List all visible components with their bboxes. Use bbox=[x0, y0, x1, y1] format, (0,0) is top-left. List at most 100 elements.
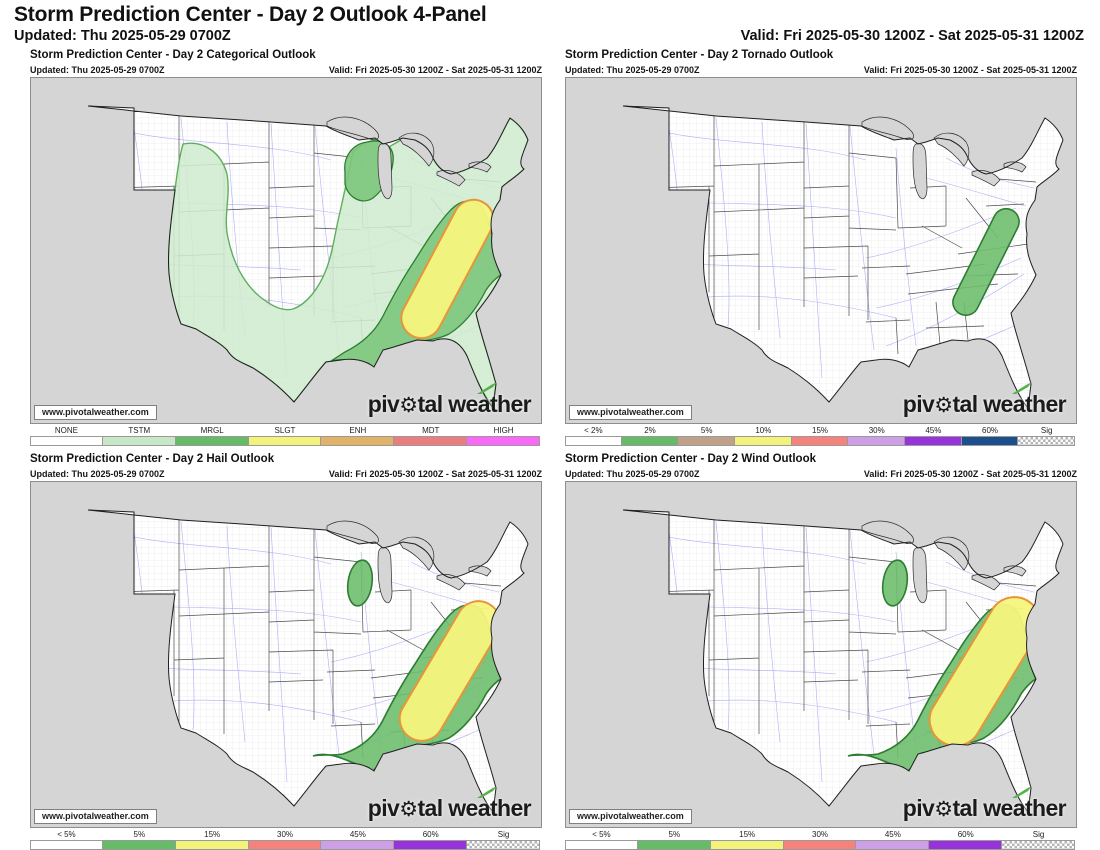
legend-label: 10% bbox=[755, 425, 772, 435]
legend-swatch bbox=[320, 839, 395, 850]
legend-label: 60% bbox=[422, 829, 439, 839]
logo-text: piv bbox=[367, 390, 400, 417]
tornado-2pct-area bbox=[952, 207, 1020, 316]
tornado-map: www.pivotalweather.com piv⚙tal weather bbox=[565, 76, 1077, 424]
wind-map: www.pivotalweather.com piv⚙tal weather bbox=[565, 480, 1077, 828]
legend-segment: NONE bbox=[30, 426, 103, 446]
legend-segment: 30% bbox=[247, 829, 322, 850]
legend-swatch bbox=[904, 435, 962, 446]
legend-label: 2% bbox=[644, 425, 656, 435]
page-valid-text: Valid: Fri 2025-05-30 1200Z - Sat 2025-0… bbox=[740, 28, 1084, 45]
legend-swatch bbox=[636, 839, 711, 850]
legend-segment: < 5% bbox=[30, 830, 103, 850]
legend-segment: 10% bbox=[734, 425, 792, 446]
legend-swatch bbox=[466, 839, 541, 850]
legend-swatch bbox=[101, 839, 176, 850]
logo-text: tal weather bbox=[417, 794, 531, 821]
gear-icon: ⚙ bbox=[934, 393, 953, 417]
legend-swatch bbox=[709, 839, 784, 850]
legend-label: 60% bbox=[957, 829, 974, 839]
panel-title: Storm Prediction Center - Day 2 Tornado … bbox=[565, 49, 834, 62]
panel-valid-text: Valid: Fri 2025-05-30 1200Z - Sat 2025-0… bbox=[328, 468, 542, 479]
panel-wind: Storm Prediction Center - Day 2 Wind Out… bbox=[565, 452, 1077, 850]
legend-swatch bbox=[565, 435, 622, 446]
panel-title: Storm Prediction Center - Day 2 Categori… bbox=[30, 49, 316, 62]
legend-swatch bbox=[620, 435, 679, 446]
legend-segment: 5% bbox=[677, 425, 736, 446]
legend-label: 60% bbox=[982, 425, 999, 435]
legend-label: MRGL bbox=[200, 425, 224, 435]
page-updated-text: Updated: Thu 2025-05-29 0700Z bbox=[14, 28, 231, 45]
pivotal-weather-logo: piv⚙tal weather bbox=[367, 381, 532, 418]
legend-label: 15% bbox=[739, 829, 756, 839]
legend-segment: MRGL bbox=[174, 425, 249, 446]
legend-segment: HIGH bbox=[466, 425, 541, 446]
legend-segment: 30% bbox=[782, 830, 857, 850]
page-title: Storm Prediction Center - Day 2 Outlook … bbox=[14, 3, 487, 26]
legend-swatch bbox=[855, 839, 930, 850]
hail-map: www.pivotalweather.com piv⚙tal weather bbox=[30, 480, 542, 828]
panel-updated-text: Updated: Thu 2025-05-29 0700Z bbox=[565, 64, 700, 75]
logo-text: piv bbox=[367, 794, 400, 821]
legend-segment: SLGT bbox=[247, 425, 322, 446]
legend-label: < 5% bbox=[592, 829, 611, 839]
panel-updated-text: Updated: Thu 2025-05-29 0700Z bbox=[565, 468, 700, 479]
legend-segment: Sig bbox=[466, 830, 541, 850]
panel-valid-text: Valid: Fri 2025-05-30 1200Z - Sat 2025-0… bbox=[863, 468, 1077, 479]
legend-label: 45% bbox=[925, 425, 942, 435]
legend-label: < 2% bbox=[584, 425, 603, 435]
legend-segment: TSTM bbox=[101, 425, 176, 446]
panel-header: Storm Prediction Center - Day 2 Wind Out… bbox=[565, 453, 1077, 479]
legend-label: MDT bbox=[422, 425, 440, 435]
logo-compass-needle-icon bbox=[477, 381, 497, 394]
gear-icon: ⚙ bbox=[399, 393, 418, 417]
legend-segment: 15% bbox=[174, 830, 249, 850]
legend-swatch bbox=[466, 435, 541, 446]
legend-label: SLGT bbox=[274, 425, 296, 435]
watermark-url: www.pivotalweather.com bbox=[34, 404, 157, 420]
panel-valid-text: Valid: Fri 2025-05-30 1200Z - Sat 2025-0… bbox=[328, 64, 542, 75]
page-header: Storm Prediction Center - Day 2 Outlook … bbox=[0, 0, 1100, 44]
legend-segment: < 2% bbox=[565, 426, 622, 446]
watermark-url: www.pivotalweather.com bbox=[569, 404, 692, 420]
legend-swatch bbox=[1017, 435, 1076, 446]
logo-compass-needle-icon bbox=[1012, 785, 1032, 798]
legend-label: 5% bbox=[700, 425, 713, 435]
panel-categorical: Storm Prediction Center - Day 2 Categori… bbox=[30, 48, 542, 446]
legend-segment: < 5% bbox=[565, 830, 638, 850]
legend-label: 5% bbox=[668, 829, 681, 839]
legend-swatch bbox=[174, 435, 249, 446]
legend-label: TSTM bbox=[128, 425, 151, 435]
gear-icon: ⚙ bbox=[934, 797, 953, 821]
legend-segment: 5% bbox=[636, 829, 711, 850]
legend-swatch bbox=[30, 839, 103, 850]
legend-segment: 45% bbox=[904, 425, 962, 446]
legend-label: HIGH bbox=[493, 425, 514, 435]
legend-swatch bbox=[393, 839, 468, 850]
panel-title: Storm Prediction Center - Day 2 Wind Out… bbox=[565, 452, 817, 465]
legend-label: Sig bbox=[1032, 829, 1045, 839]
logo-text: tal weather bbox=[417, 390, 531, 417]
legend-label: 30% bbox=[277, 829, 294, 839]
legend-swatch bbox=[174, 839, 249, 850]
legend-swatch bbox=[247, 839, 322, 850]
wind-5pct-area-wisconsin bbox=[881, 559, 909, 607]
panel-tornado: Storm Prediction Center - Day 2 Tornado … bbox=[565, 48, 1077, 446]
panel-header: Storm Prediction Center - Day 2 Hail Out… bbox=[30, 453, 542, 479]
legend-swatch bbox=[734, 435, 792, 446]
legend-segment: ENH bbox=[320, 425, 395, 446]
logo-compass-needle-icon bbox=[477, 785, 497, 798]
panel-updated-text: Updated: Thu 2025-05-29 0700Z bbox=[30, 468, 165, 479]
legend-label: 5% bbox=[133, 829, 146, 839]
categorical-legend: NONE TSTM MRGL SLGT ENH MDT HIGH bbox=[30, 425, 541, 446]
hail-legend: < 5% 5% 15% 30% 45% 60% Sig bbox=[30, 829, 541, 850]
legend-segment: 45% bbox=[320, 830, 395, 850]
legend-segment: 2% bbox=[620, 425, 679, 446]
legend-swatch bbox=[247, 435, 322, 446]
slgt-area bbox=[400, 198, 495, 340]
panel-title: Storm Prediction Center - Day 2 Hail Out… bbox=[30, 452, 275, 465]
legend-swatch bbox=[677, 435, 736, 446]
legend-label: ENH bbox=[349, 425, 367, 435]
legend-segment: 60% bbox=[393, 829, 468, 850]
legend-swatch bbox=[565, 839, 638, 850]
